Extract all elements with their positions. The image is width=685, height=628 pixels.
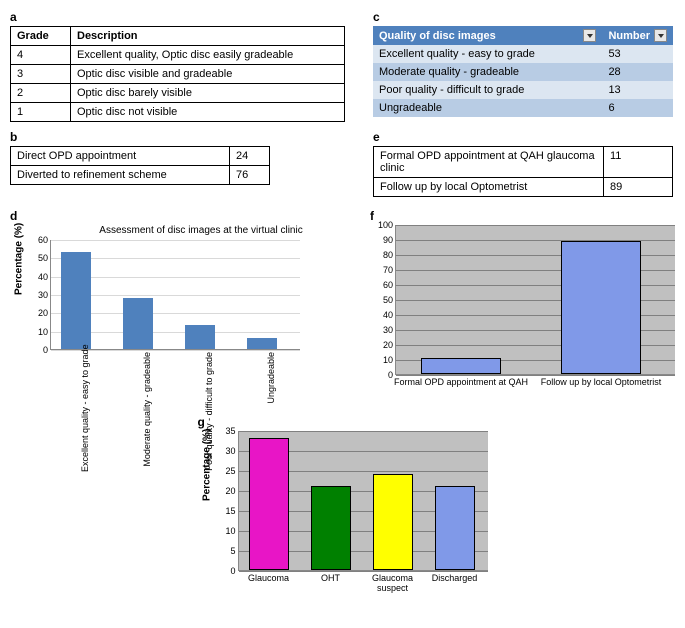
chart-ytick: 0 (43, 345, 48, 355)
chart-bar (561, 241, 641, 375)
table-cell: 53 (602, 45, 673, 63)
chart-xtick: Excellent quality - easy to grade (80, 352, 90, 472)
table-header: Quality of disc images (373, 26, 602, 45)
table-cell: Poor quality - difficult to grade (373, 81, 602, 99)
chart-bar (435, 486, 475, 570)
chart-ylabel: Percentage (%) (201, 428, 212, 500)
chart-bar (185, 325, 215, 349)
chart-ytick: 10 (383, 355, 393, 365)
table-cell: 1 (11, 103, 71, 122)
panel-e-label: e (373, 130, 673, 144)
chart-ytick: 50 (383, 295, 393, 305)
chart-bar (247, 338, 277, 349)
table-cell: 24 (230, 147, 270, 166)
chart-ytick: 0 (230, 566, 235, 576)
chart-ytick: 100 (378, 220, 393, 230)
chart-gridline (239, 571, 488, 572)
chart-ytick: 15 (225, 506, 235, 516)
panel-e-table: Formal OPD appointment at QAH glaucoma c… (373, 146, 673, 197)
chart-title: Assessment of disc images at the virtual… (50, 225, 352, 236)
chart-xtick: OHT (300, 573, 362, 583)
table-cell: 13 (602, 81, 673, 99)
table-header: Grade (11, 27, 71, 46)
chart-ytick: 30 (383, 325, 393, 335)
table-cell: 76 (230, 166, 270, 185)
panel-c-table: Quality of disc images Number Excellent … (373, 26, 673, 117)
panel-a-label: a (10, 10, 355, 24)
chart-ytick: 30 (225, 446, 235, 456)
table-cell: Ungradeable (373, 99, 602, 117)
chart-gridline (51, 240, 300, 241)
chart-ytick: 35 (225, 426, 235, 436)
chart-xtick: Follow up by local Optometrist (531, 377, 671, 387)
chart-ytick: 70 (383, 265, 393, 275)
panel-g-chart: Percentage (%) 05101520253035GlaucomaOHT… (238, 431, 488, 571)
table-cell: Diverted to refinement scheme (11, 166, 230, 185)
chart-ytick: 10 (225, 526, 235, 536)
chart-plot: Percentage (%) 0102030405060Excellent qu… (50, 240, 300, 350)
chart-gridline (396, 225, 675, 226)
chart-plot: 0102030405060708090100Formal OPD appoint… (395, 225, 675, 375)
chart-bar (61, 252, 91, 349)
chart-xtick: Glaucoma suspect (362, 573, 424, 593)
panel-c-label: c (373, 10, 673, 24)
chart-bar (123, 298, 153, 349)
chart-ytick: 20 (225, 486, 235, 496)
table-cell: Follow up by local Optometrist (374, 178, 604, 197)
panel-d-chart: Assessment of disc images at the virtual… (50, 225, 352, 350)
chart-xtick: Formal OPD appointment at QAH (391, 377, 531, 387)
panel-g-label: g (198, 415, 488, 429)
table-cell: 28 (602, 63, 673, 81)
chart-ytick: 80 (383, 250, 393, 260)
table-header: Description (71, 27, 345, 46)
chart-bar (311, 486, 351, 570)
chart-gridline (239, 431, 488, 432)
chart-ytick: 30 (38, 290, 48, 300)
table-cell: Optic disc visible and gradeable (71, 65, 345, 84)
chart-ytick: 40 (383, 310, 393, 320)
table-cell: Optic disc barely visible (71, 84, 345, 103)
table-cell: Formal OPD appointment at QAH glaucoma c… (374, 147, 604, 178)
chart-ytick: 20 (383, 340, 393, 350)
chart-xtick: Moderate quality - gradeable (142, 352, 152, 472)
panel-a-table: Grade Description 4Excellent quality, Op… (10, 26, 345, 122)
chart-ytick: 90 (383, 235, 393, 245)
panel-b-label: b (10, 130, 355, 144)
panel-d-label: d (10, 209, 352, 223)
chart-ytick: 5 (230, 546, 235, 556)
chart-ytick: 60 (38, 235, 48, 245)
table-cell: Moderate quality - gradeable (373, 63, 602, 81)
chart-ytick: 40 (38, 272, 48, 282)
dropdown-icon[interactable] (583, 29, 596, 42)
table-cell: Optic disc not visible (71, 103, 345, 122)
table-cell: 3 (11, 65, 71, 84)
panel-b-table: Direct OPD appointment24 Diverted to ref… (10, 146, 270, 185)
chart-ytick: 25 (225, 466, 235, 476)
chart-ylabel: Percentage (%) (14, 222, 25, 294)
chart-ytick: 50 (38, 253, 48, 263)
dropdown-icon[interactable] (654, 29, 667, 42)
chart-bar (373, 474, 413, 570)
chart-ytick: 10 (38, 327, 48, 337)
table-header: Number (602, 26, 673, 45)
chart-gridline (396, 375, 675, 376)
table-cell: 4 (11, 46, 71, 65)
chart-bar (421, 358, 501, 375)
table-cell: Direct OPD appointment (11, 147, 230, 166)
chart-ytick: 60 (383, 280, 393, 290)
table-cell: Excellent quality, Optic disc easily gra… (71, 46, 345, 65)
table-cell: 11 (604, 147, 673, 178)
panel-f-label: f (370, 209, 675, 223)
table-cell: 6 (602, 99, 673, 117)
chart-xtick: Discharged (424, 573, 486, 583)
table-cell: 2 (11, 84, 71, 103)
table-cell: 89 (604, 178, 673, 197)
chart-bar (249, 438, 289, 570)
chart-xtick: Glaucoma (238, 573, 300, 583)
panel-f-chart: 0102030405060708090100Formal OPD appoint… (395, 225, 675, 375)
chart-plot: Percentage (%) 05101520253035GlaucomaOHT… (238, 431, 488, 571)
chart-ytick: 20 (38, 308, 48, 318)
table-cell: Excellent quality - easy to grade (373, 45, 602, 63)
